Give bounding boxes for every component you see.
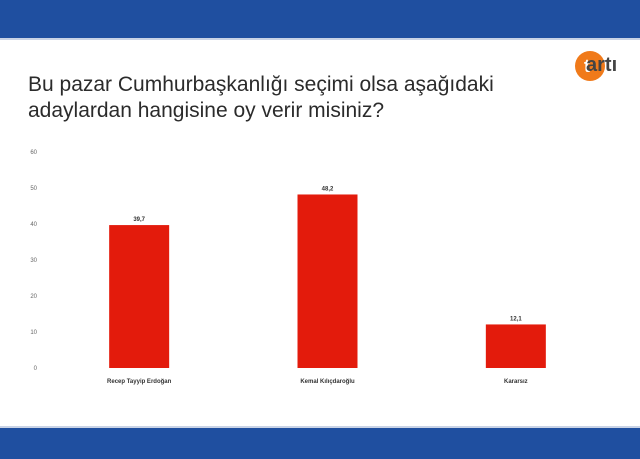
y-tick-label: 50 — [30, 186, 37, 192]
y-tick-label: 10 — [30, 330, 37, 336]
bottom-band — [0, 428, 640, 459]
bar-value-label: 48,2 — [322, 186, 334, 192]
category-label: Kararsız — [504, 379, 528, 385]
category-labels: Recep Tayyip Erdoğan Kemal Kılıçdaroğlu Ka… — [107, 379, 528, 385]
bars — [109, 194, 546, 368]
bar — [297, 194, 358, 368]
category-label: Recep Tayyip Erdoğan — [107, 379, 172, 385]
bottom-band-divider — [0, 426, 640, 428]
logo-wordmark: artı — [586, 54, 617, 77]
top-band — [0, 0, 640, 38]
y-tick-label: 20 — [30, 294, 37, 300]
title-line-2: adaylardan hangisine oy verir misiniz? — [28, 99, 385, 122]
category-label: Kemal Kılıçdaroğlu — [300, 379, 355, 385]
data-labels: 39,7 48,2 12,1 — [133, 186, 522, 322]
svg-text:t: t — [584, 56, 590, 76]
bar-value-label: 39,7 — [133, 217, 145, 223]
y-tick-label: 30 — [30, 258, 37, 264]
bar-value-label: 12,1 — [510, 316, 522, 322]
logo-text: artı — [586, 54, 618, 76]
chart-title: Bu pazar Cumhurbaşkanlığı seçimi olsa aş… — [28, 72, 568, 124]
bar — [109, 225, 170, 368]
bar — [485, 324, 546, 368]
artı-logo-icon: t — [575, 51, 605, 81]
y-tick-label: 0 — [34, 366, 38, 372]
y-tick-label: 40 — [30, 222, 37, 228]
title-line-1: Bu pazar Cumhurbaşkanlığı seçimi olsa aş… — [28, 73, 494, 96]
y-tick-label: 60 — [30, 150, 37, 156]
top-band-divider — [0, 38, 640, 40]
y-axis-ticks: 0 10 20 30 40 50 60 — [30, 150, 37, 372]
